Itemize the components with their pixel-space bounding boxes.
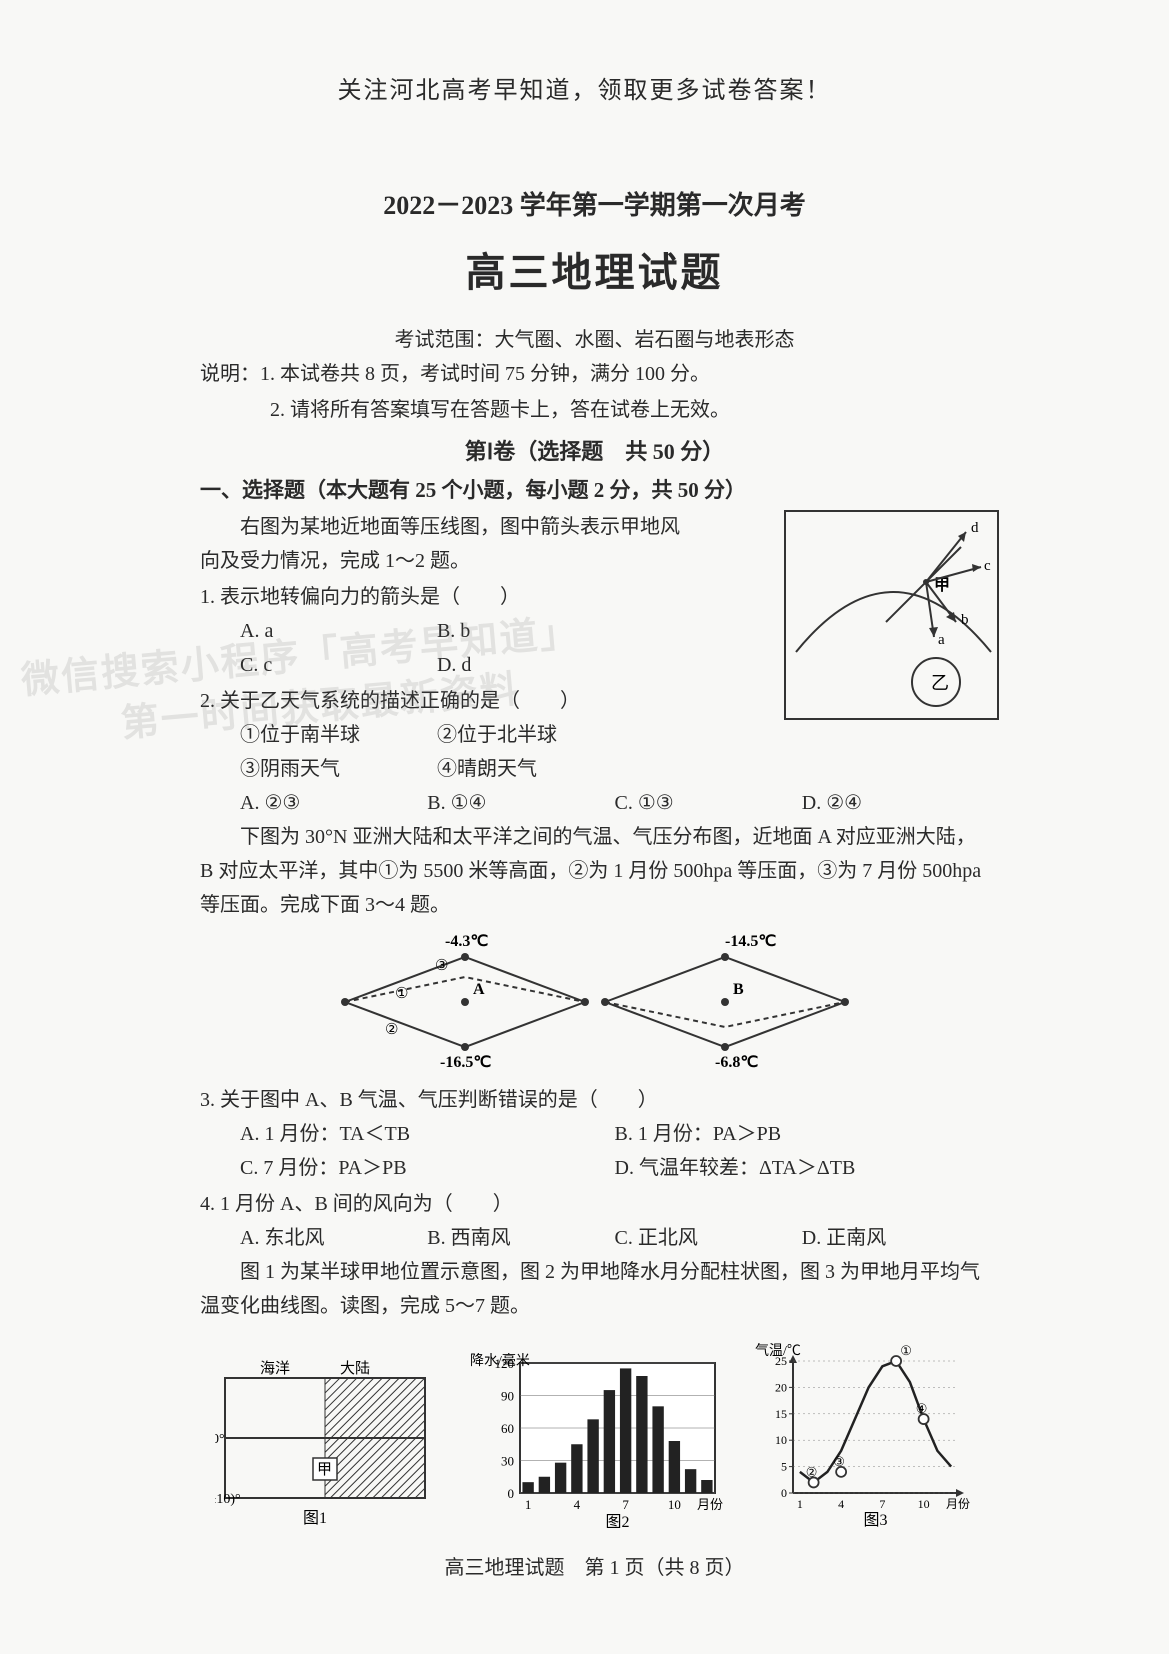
svg-text:甲: 甲	[317, 1462, 332, 1478]
q4-opt-d: D. 正南风	[802, 1221, 989, 1255]
q2-opt-d: D. ②④	[802, 786, 989, 820]
svg-text:90: 90	[501, 1389, 514, 1404]
question-4: 4. 1 月份 A、B 间的风向为（ ）	[200, 1187, 989, 1221]
exam-scope: 考试范围：大气圈、水圈、岩石圈与地表形态	[200, 323, 989, 352]
svg-text:②: ②	[805, 1464, 817, 1479]
temp-1: -4.3℃	[445, 933, 488, 950]
svg-text:月份: 月份	[946, 1497, 970, 1511]
q3-options: A. 1 月份：TA＜TB B. 1 月份：PA＞PB C. 7 月份：PA＞P…	[200, 1117, 989, 1185]
svg-text:月份: 月份	[697, 1497, 723, 1512]
q1-opt-b: B. b	[437, 614, 634, 648]
figure-3-line-chart: 气温/℃0510152025①②③④14710月份图3	[755, 1343, 975, 1533]
svg-text:大陆: 大陆	[340, 1360, 370, 1377]
label-d: d	[971, 520, 979, 536]
question-3: 3. 关于图中 A、B 气温、气压判断错误的是（ ）	[200, 1083, 989, 1117]
intro-q1-2: 右图为某地近地面等压线图，图中箭头表示甲地风向及受力情况，完成 1～2 题。	[200, 510, 689, 578]
figure-row: 海洋大陆30°(30±10)°甲图1 0306090120降水/毫米14710月…	[200, 1343, 989, 1533]
temp-4: -6.8℃	[715, 1054, 758, 1071]
q3-opt-b: B. 1 月份：PA＞PB	[615, 1117, 990, 1151]
q1-opt-c: C. c	[240, 648, 437, 682]
svg-text:10: 10	[917, 1497, 929, 1511]
label-yi: 乙	[931, 673, 949, 693]
label-c: c	[984, 558, 991, 574]
q4-opt-c: C. 正北风	[615, 1221, 802, 1255]
section-1-heading: 一、选择题（本大题有 25 个小题，每小题 2 分，共 50 分）	[200, 474, 989, 504]
q2-sub-3: ③阴雨天气	[240, 752, 437, 786]
q2-opt-c: C. ①③	[615, 786, 802, 820]
intro-q5-7: 图 1 为某半球甲地位置示意图，图 2 为甲地降水月分配柱状图，图 3 为甲地月…	[200, 1255, 989, 1323]
svg-text:25: 25	[775, 1354, 787, 1368]
exam-body: 2022－2023 学年第一学期第一次月考 高三地理试题 考试范围：大气圈、水圈…	[0, 105, 1169, 1620]
svg-text:④: ④	[915, 1401, 927, 1416]
svg-text:图2: 图2	[605, 1514, 629, 1528]
q2-opt-b: B. ①④	[427, 786, 614, 820]
q3-opt-a: A. 1 月份：TA＜TB	[240, 1117, 615, 1151]
q1-options: A. a B. b C. c D. d	[200, 614, 634, 682]
q2-opt-a: A. ②③	[240, 786, 427, 820]
svg-text:降水/毫米: 降水/毫米	[470, 1353, 530, 1369]
q4-opt-a: A. 东北风	[240, 1221, 427, 1255]
q2-sub-2: ②位于北半球	[437, 718, 634, 752]
label-B: B	[733, 981, 744, 998]
svg-text:图3: 图3	[863, 1512, 887, 1528]
page-header-note: 关注河北高考早知道，领取更多试卷答案！	[0, 0, 1169, 105]
svg-text:4: 4	[838, 1497, 844, 1511]
q2-sub-4: ④晴朗天气	[437, 752, 634, 786]
svg-text:30°: 30°	[215, 1432, 225, 1447]
q2-subs: ①位于南半球 ②位于北半球 ③阴雨天气 ④晴朗天气	[200, 718, 634, 786]
svg-text:①: ①	[900, 1343, 912, 1358]
label-circ3: ③	[435, 958, 448, 974]
svg-text:30: 30	[501, 1454, 514, 1469]
svg-text:7: 7	[879, 1497, 885, 1511]
svg-text:1: 1	[796, 1497, 802, 1511]
label-b: b	[961, 612, 969, 628]
q2-options: A. ②③ B. ①④ C. ①③ D. ②④	[200, 786, 989, 820]
svg-text:20: 20	[775, 1380, 787, 1394]
instruction-line: 2. 请将所有答案填写在答题卡上，答在试卷上无效。	[200, 394, 989, 426]
temp-3: -16.5℃	[440, 1054, 491, 1071]
svg-text:图1: 图1	[302, 1510, 326, 1527]
q1-opt-a: A. a	[240, 614, 437, 648]
svg-text:7: 7	[622, 1497, 629, 1512]
section-1-label: 第Ⅰ卷（选择题 共 50 分）	[200, 434, 989, 466]
q4-options: A. 东北风 B. 西南风 C. 正北风 D. 正南风	[200, 1221, 989, 1255]
svg-text:1: 1	[524, 1497, 531, 1512]
svg-text:海洋: 海洋	[260, 1360, 290, 1377]
label-circ2: ②	[385, 1022, 398, 1038]
svg-text:5: 5	[781, 1460, 787, 1474]
diagram-cross-section: -4.3℃ -14.5℃ A ① ② ③ B -16.5℃ -6.8℃	[200, 932, 989, 1077]
svg-text:0: 0	[781, 1486, 787, 1500]
svg-text:15: 15	[775, 1407, 787, 1421]
svg-text:4: 4	[573, 1497, 580, 1512]
q4-opt-b: B. 西南风	[427, 1221, 614, 1255]
q2-sub-1: ①位于南半球	[240, 718, 437, 752]
svg-text:③: ③	[833, 1454, 845, 1469]
svg-text:60: 60	[501, 1421, 514, 1436]
svg-text:10: 10	[667, 1497, 680, 1512]
q3-opt-c: C. 7 月份：PA＞PB	[240, 1151, 615, 1185]
q1-opt-d: D. d	[437, 648, 634, 682]
q3-opt-d: D. 气温年较差：ΔTA＞ΔTB	[615, 1151, 990, 1185]
exam-title: 高三地理试题	[200, 240, 989, 298]
label-circ1: ①	[395, 986, 408, 1002]
intro-q3-4: 下图为 30°N 亚洲大陆和太平洋之间的气温、气压分布图，近地面 A 对应亚洲大…	[200, 820, 989, 922]
figure-2-bar-chart: 0306090120降水/毫米14710月份图2	[465, 1353, 725, 1533]
label-A: A	[473, 981, 485, 998]
svg-text:(30±10)°: (30±10)°	[215, 1492, 241, 1507]
svg-text:10: 10	[775, 1433, 787, 1447]
instruction-line: 说明：1. 本试卷共 8 页，考试时间 75 分钟，满分 100 分。	[200, 358, 989, 390]
figure-1: 海洋 大陆 30° (30±10)° 甲图1	[215, 1358, 435, 1533]
diagram-pressure-map: 乙 甲 d c b a	[784, 510, 999, 720]
temp-2: -14.5℃	[725, 933, 776, 950]
label-a: a	[938, 632, 945, 648]
exam-year-line: 2022－2023 学年第一学期第一次月考	[200, 185, 989, 222]
page-footer: 高三地理试题 第 1 页（共 8 页）	[200, 1551, 989, 1580]
svg-text:0: 0	[507, 1486, 514, 1501]
